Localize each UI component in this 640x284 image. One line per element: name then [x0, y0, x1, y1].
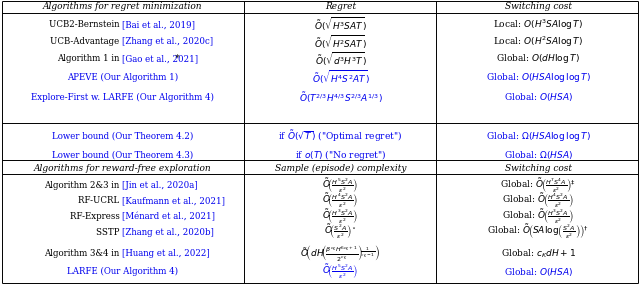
Text: [Bai et al., 2019]: [Bai et al., 2019] [122, 20, 195, 29]
Text: Switching cost: Switching cost [505, 164, 572, 173]
Text: Switching cost: Switching cost [505, 2, 572, 11]
Text: Global: $\tilde{O}\!\left(SA\log\!\left(\frac{S^2A}{\epsilon^2}\right)\right)^{\: Global: $\tilde{O}\!\left(SA\log\!\left(… [487, 223, 589, 241]
Text: Algorithm 2&3 in: Algorithm 2&3 in [44, 181, 122, 190]
Text: Sample (episode) complexity: Sample (episode) complexity [275, 164, 406, 173]
Text: UCB2-Bernstein: UCB2-Bernstein [49, 20, 122, 29]
Text: APEVE (Our Algorithm 1): APEVE (Our Algorithm 1) [67, 73, 178, 82]
Text: [Ménard et al., 2021]: [Ménard et al., 2021] [122, 212, 215, 221]
Text: Global: $\tilde{O}\!\left(\frac{H^3S^2A}{\epsilon^2}\right)$: Global: $\tilde{O}\!\left(\frac{H^3S^2A}… [502, 207, 574, 226]
Text: Regret: Regret [325, 2, 356, 11]
Text: Lower bound (Our Theorem 4.3): Lower bound (Our Theorem 4.3) [52, 150, 193, 159]
Text: Global: $c_K dH + 1$: Global: $c_K dH + 1$ [500, 247, 576, 260]
Text: $\tilde{O}\!\left(\frac{H^5S^2A}{\epsilon^2}\right)$: $\tilde{O}\!\left(\frac{H^5S^2A}{\epsilo… [323, 176, 358, 195]
Text: Global: $O(HSA\log\log T)$: Global: $O(HSA\log\log T)$ [486, 71, 591, 84]
Text: if $\tilde{O}(\sqrt{T})$ ("Optimal regret"): if $\tilde{O}(\sqrt{T})$ ("Optimal regre… [278, 128, 403, 144]
Text: Global: $\tilde{O}\!\left(\frac{H^7S^4A}{\epsilon^2}\right)^{\ddagger}$: Global: $\tilde{O}\!\left(\frac{H^7S^4A}… [500, 176, 576, 195]
Text: RF-UCRL: RF-UCRL [78, 196, 122, 205]
Text: [Zhang et al., 2020b]: [Zhang et al., 2020b] [122, 227, 214, 237]
Text: [Kaufmann et al., 2021]: [Kaufmann et al., 2021] [122, 196, 225, 205]
Text: Global: $\Omega(HSA\log\log T)$: Global: $\Omega(HSA\log\log T)$ [486, 130, 591, 143]
Text: Algorithms for reward-free exploration: Algorithms for reward-free exploration [33, 164, 211, 173]
Text: RF-Express: RF-Express [70, 212, 122, 221]
Text: [Zhang et al., 2020c]: [Zhang et al., 2020c] [122, 37, 213, 46]
Text: Lower bound (Our Theorem 4.2): Lower bound (Our Theorem 4.2) [52, 132, 193, 141]
Text: $\tilde{O}\!\left(\frac{H^4S^2A}{\epsilon^2}\right)$: $\tilde{O}\!\left(\frac{H^4S^2A}{\epsilo… [323, 191, 358, 210]
Text: $\tilde{O}(\sqrt{H^2SAT})$: $\tilde{O}(\sqrt{H^2SAT})$ [314, 33, 367, 51]
Text: Global: $O(HSA)$: Global: $O(HSA)$ [504, 91, 573, 103]
Text: [Huang et al., 2022]: [Huang et al., 2022] [122, 249, 210, 258]
Text: $\tilde{O}\!\left(\frac{H^3S^2A}{\epsilon^2}\right)$: $\tilde{O}\!\left(\frac{H^3S^2A}{\epsilo… [323, 207, 358, 226]
Text: Algorithms for regret minimization: Algorithms for regret minimization [42, 2, 202, 11]
Text: $\tilde{O}(T^{2/3}H^{4/3}S^{2/3}A^{1/3})$: $\tilde{O}(T^{2/3}H^{4/3}S^{2/3}A^{1/3})… [299, 90, 382, 105]
Text: Algorithm 1 in: Algorithm 1 in [57, 54, 122, 63]
Text: UCB-Advantage: UCB-Advantage [51, 37, 122, 46]
Text: $\tilde{O}(\sqrt{H^3SAT})$: $\tilde{O}(\sqrt{H^3SAT})$ [314, 16, 367, 34]
Text: Global: $O(dH\log T)$: Global: $O(dH\log T)$ [496, 52, 580, 65]
Text: Local: $O(H^2SA\log T)$: Local: $O(H^2SA\log T)$ [493, 35, 583, 49]
Text: SSTP: SSTP [96, 227, 122, 237]
Text: [Jin et al., 2020a]: [Jin et al., 2020a] [122, 181, 198, 190]
Text: [Gao et al., 2021]: [Gao et al., 2021] [122, 54, 198, 63]
Text: LARFE (Our Algorithm 4): LARFE (Our Algorithm 4) [67, 267, 178, 276]
Text: $\tilde{O}(\sqrt{d^3H^3T})$: $\tilde{O}(\sqrt{d^3H^3T})$ [315, 50, 366, 68]
Text: $\tilde{O}\!\left(\frac{S^2A}{\epsilon^2}\right)^{\star}$: $\tilde{O}\!\left(\frac{S^2A}{\epsilon^2… [324, 223, 356, 241]
Text: $\tilde{O}\!\left(dH\!\left(\frac{\beta^{c_K}H^{6c_K+1}}{2^{c_K}}\right)^{\!\fra: $\tilde{O}\!\left(dH\!\left(\frac{\beta^… [300, 243, 381, 263]
Text: $\tilde{O}(\sqrt{H^4S^2AT})$: $\tilde{O}(\sqrt{H^4S^2AT})$ [312, 68, 369, 86]
Text: *: * [123, 54, 179, 63]
Text: $\tilde{O}\!\left(\frac{H^5S^2A}{\epsilon^2}\right)$: $\tilde{O}\!\left(\frac{H^5S^2A}{\epsilo… [323, 262, 358, 281]
Text: Global: $\Omega(HSA)$: Global: $\Omega(HSA)$ [504, 149, 573, 161]
Text: Explore-First w. LARFE (Our Algorithm 4): Explore-First w. LARFE (Our Algorithm 4) [31, 93, 214, 102]
Text: Local: $O(H^3SA\log T)$: Local: $O(H^3SA\log T)$ [493, 18, 583, 32]
Text: if $o(T)$ ("No regret"): if $o(T)$ ("No regret") [295, 148, 386, 162]
Text: Global: $\tilde{O}\!\left(\frac{H^4S^2A}{\epsilon^2}\right)$: Global: $\tilde{O}\!\left(\frac{H^4S^2A}… [502, 191, 574, 210]
Text: Global: $O(HSA)$: Global: $O(HSA)$ [504, 266, 573, 278]
Text: Algorithm 3&4 in: Algorithm 3&4 in [44, 249, 122, 258]
